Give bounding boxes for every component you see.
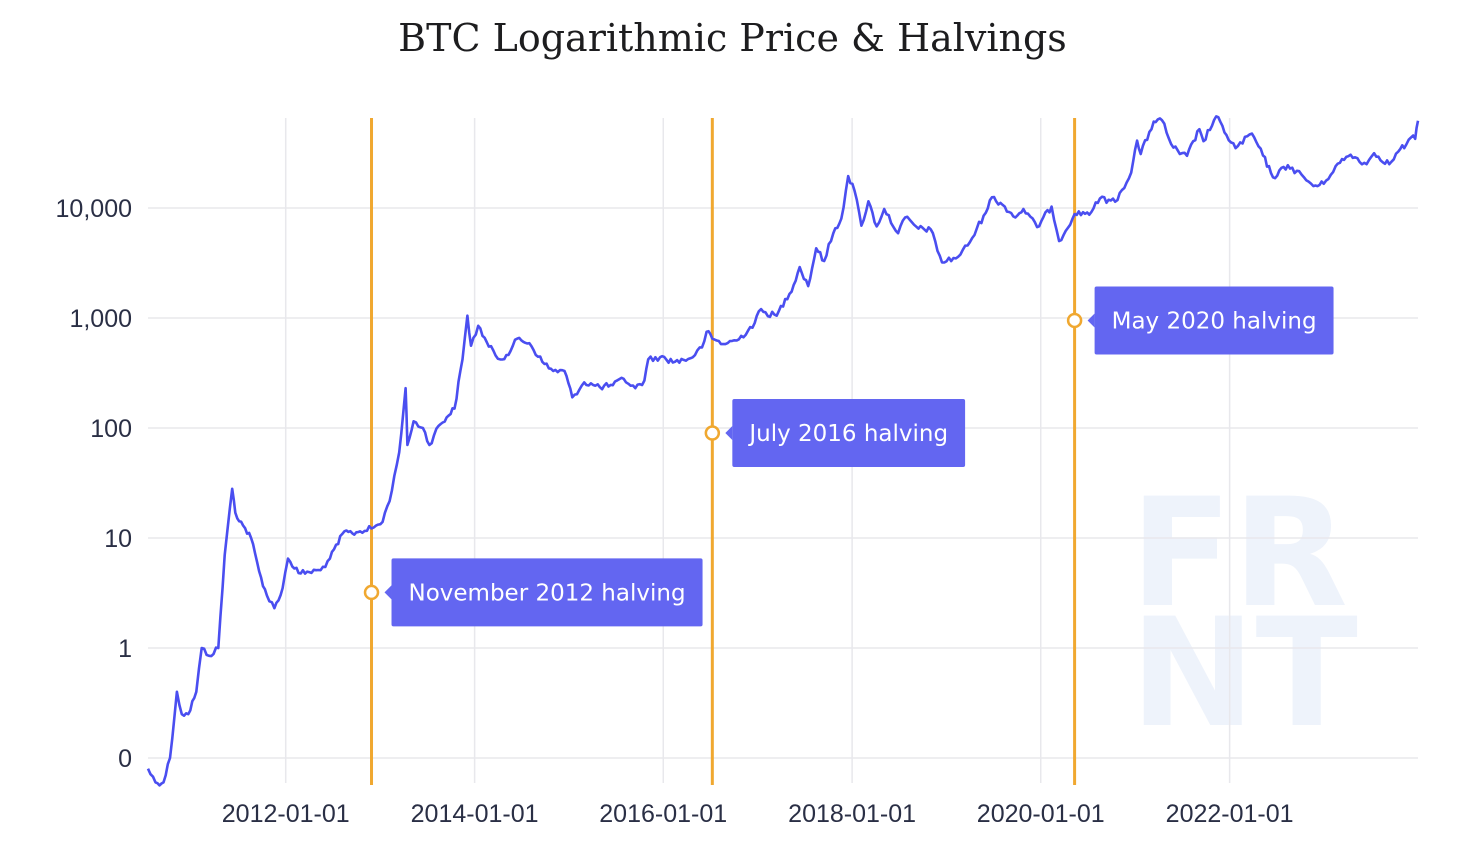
halving-annotation-label: May 2020 halving [1112, 308, 1317, 334]
y-tick-label: 0 [118, 745, 132, 773]
price-line [146, 115, 1420, 787]
price-series [146, 115, 1420, 787]
halving-annotation-label: July 2016 halving [747, 421, 948, 447]
y-tick-label: 1,000 [69, 305, 132, 333]
halving-annotation-pointer [1087, 313, 1095, 328]
halving-annotation-pointer [725, 426, 733, 441]
halving-marker [363, 584, 380, 601]
x-axis-ticks: 2012-01-01 2014-01-01 2016-01-01 2018-01-01… [222, 800, 1294, 828]
x-tick-label: 2016-01-01 [599, 800, 727, 828]
y-tick-label: 100 [90, 415, 132, 443]
halving-annotation-box [1094, 286, 1334, 355]
watermark-line-2: NT [1130, 587, 1358, 761]
y-tick-label: 1 [118, 635, 132, 663]
halving-annotation-box [732, 399, 966, 468]
x-tick-label: 2020-01-01 [977, 800, 1105, 828]
halving-annotation-box [391, 558, 703, 627]
halving-annotation-label: November 2012 halving [409, 580, 686, 606]
watermark-line-1: FR [1130, 467, 1348, 641]
y-axis-ticks: 0 1 10 100 1,000 10,000 [56, 195, 132, 773]
y-tick-label: 10 [104, 525, 132, 553]
halving-annotations: November 2012 halving July 2016 halving Ma… [384, 286, 1334, 627]
watermark: FR NT [1130, 467, 1358, 761]
halving-marker [704, 425, 721, 441]
halving-annotation: May 2020 halving [1087, 286, 1334, 355]
halving-annotation: July 2016 halving [725, 399, 966, 468]
x-tick-label: 2022-01-01 [1166, 800, 1294, 828]
halving-annotation-pointer [384, 585, 392, 600]
x-tick-label: 2018-01-01 [788, 800, 916, 828]
x-tick-label: 2012-01-01 [222, 800, 350, 828]
halving-annotation: November 2012 halving [384, 558, 703, 627]
gridlines [148, 118, 1418, 783]
halving-markers [363, 312, 1083, 601]
y-tick-label: 10,000 [56, 195, 132, 223]
chart-title: BTC Logarithmic Price & Halvings [398, 16, 1067, 60]
halving-marker [1066, 312, 1083, 329]
halving-lines [370, 118, 1077, 785]
x-tick-label: 2014-01-01 [411, 800, 539, 828]
